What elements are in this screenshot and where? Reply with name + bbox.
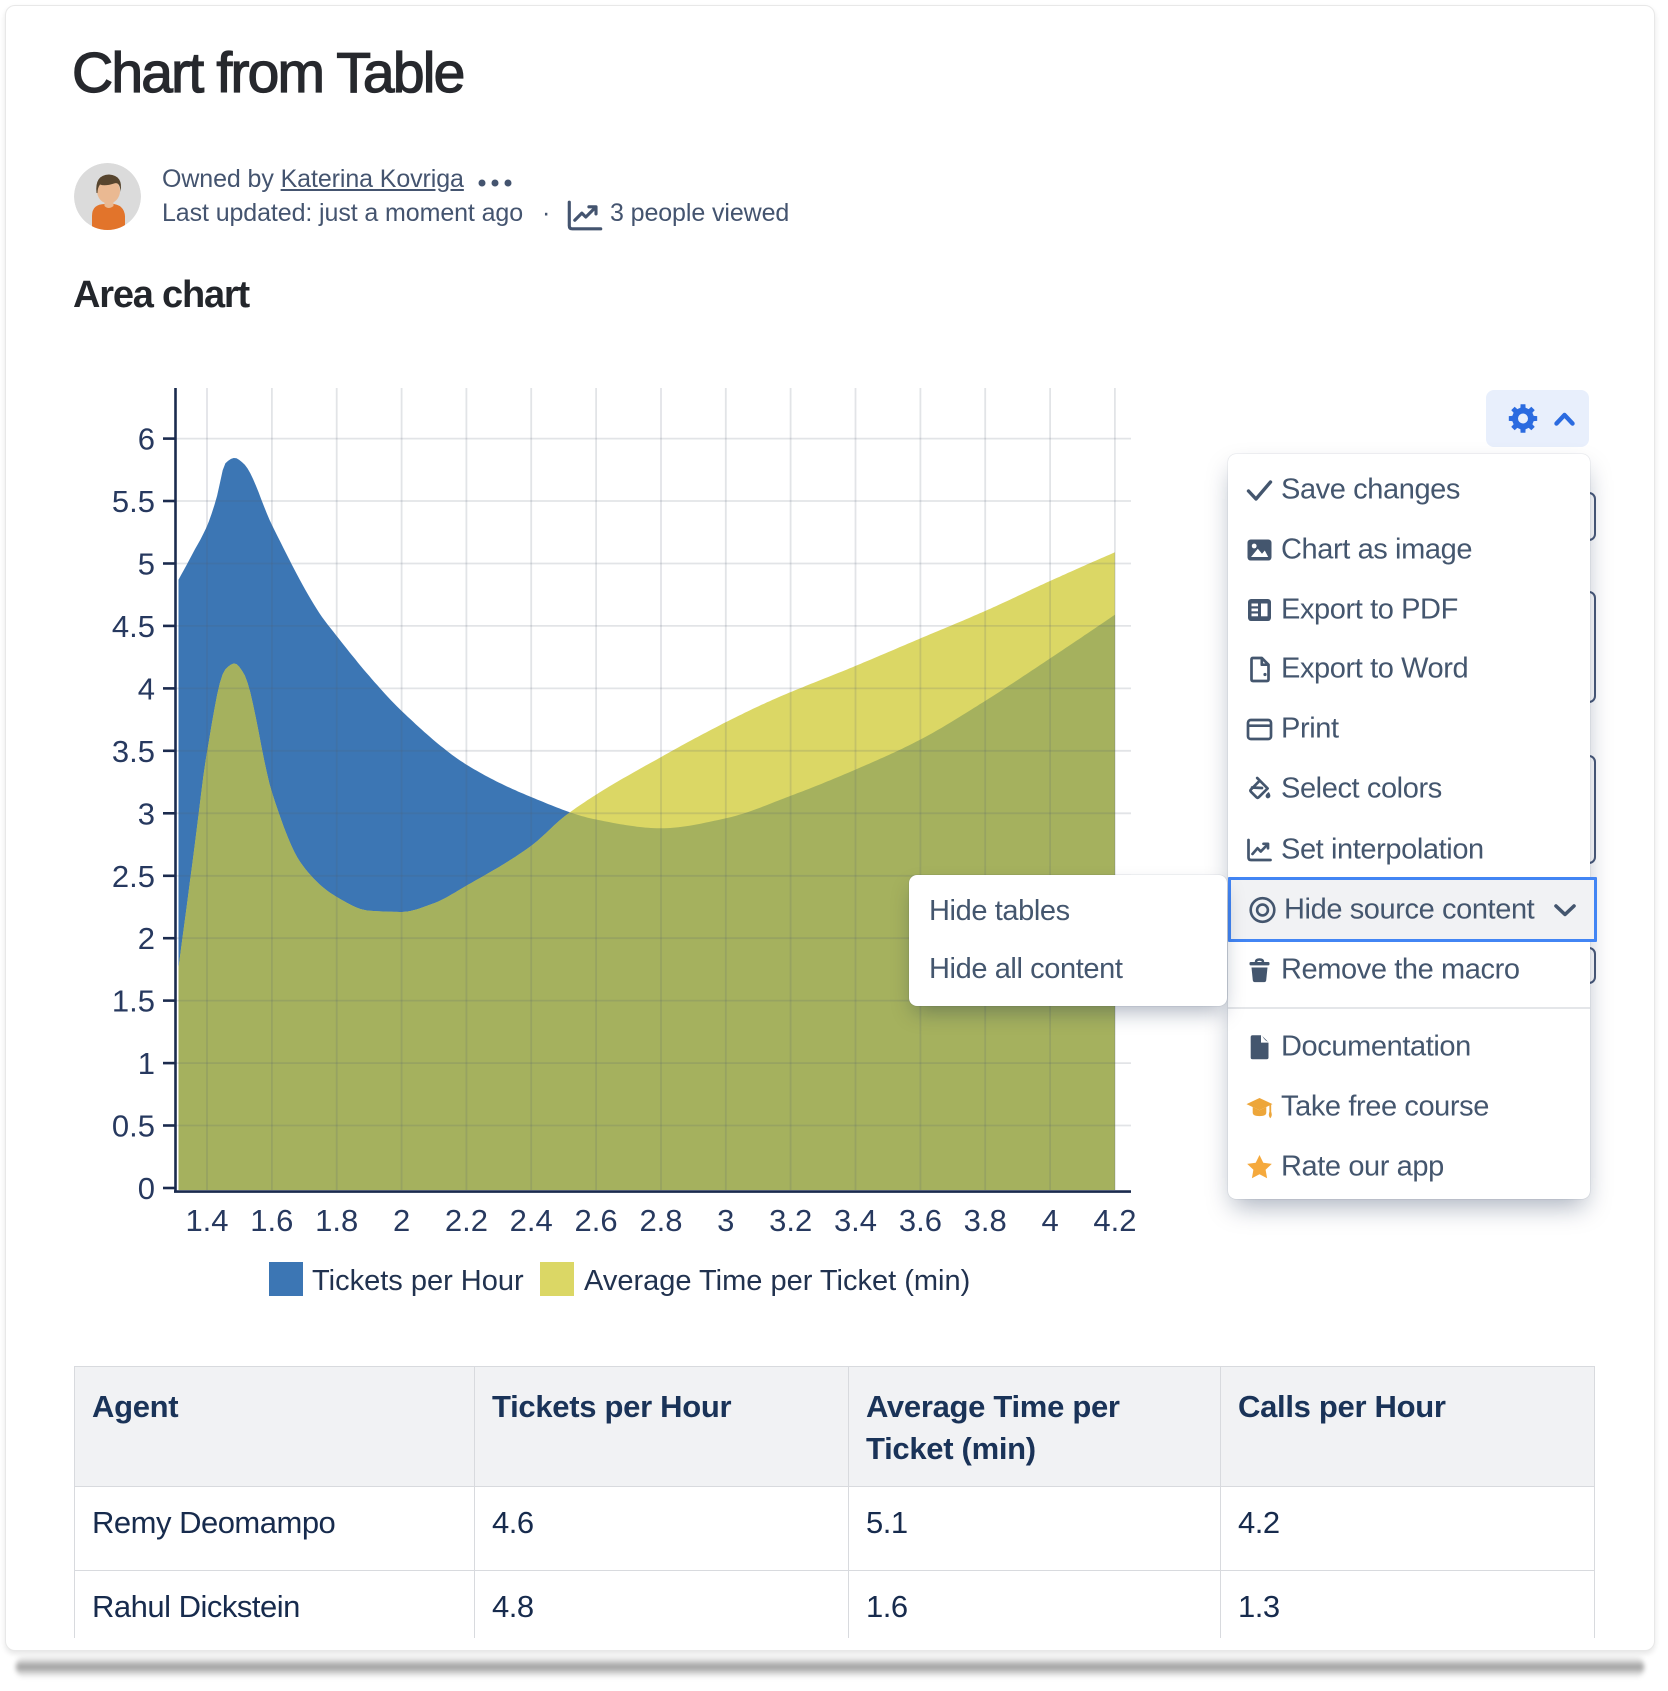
svg-text:6: 6	[138, 422, 155, 457]
svg-text:2: 2	[393, 1203, 410, 1238]
svg-text:2.6: 2.6	[575, 1203, 618, 1238]
svg-text:3.4: 3.4	[834, 1203, 877, 1238]
svg-text:1.4: 1.4	[185, 1203, 228, 1238]
svg-text:1.5: 1.5	[112, 984, 155, 1019]
svg-text:3: 3	[717, 1203, 734, 1238]
svg-text:2.8: 2.8	[639, 1203, 682, 1238]
svg-text:5: 5	[138, 547, 155, 582]
svg-text:4.2: 4.2	[1093, 1203, 1136, 1238]
svg-text:5.5: 5.5	[112, 484, 155, 519]
svg-text:2.4: 2.4	[510, 1203, 553, 1238]
svg-text:2: 2	[138, 921, 155, 956]
svg-text:4: 4	[1041, 1203, 1058, 1238]
svg-text:1: 1	[138, 1046, 155, 1081]
svg-text:3: 3	[138, 796, 155, 831]
svg-text:3.2: 3.2	[769, 1203, 812, 1238]
svg-text:0.5: 0.5	[112, 1109, 155, 1144]
svg-text:2.2: 2.2	[445, 1203, 488, 1238]
svg-text:2.5: 2.5	[112, 859, 155, 894]
svg-text:1.6: 1.6	[250, 1203, 293, 1238]
svg-text:3.8: 3.8	[964, 1203, 1007, 1238]
svg-text:3.6: 3.6	[899, 1203, 942, 1238]
svg-text:0: 0	[138, 1171, 155, 1206]
svg-text:1.8: 1.8	[315, 1203, 358, 1238]
svg-text:4: 4	[138, 671, 155, 706]
svg-text:4.5: 4.5	[112, 609, 155, 644]
svg-text:3.5: 3.5	[112, 734, 155, 769]
